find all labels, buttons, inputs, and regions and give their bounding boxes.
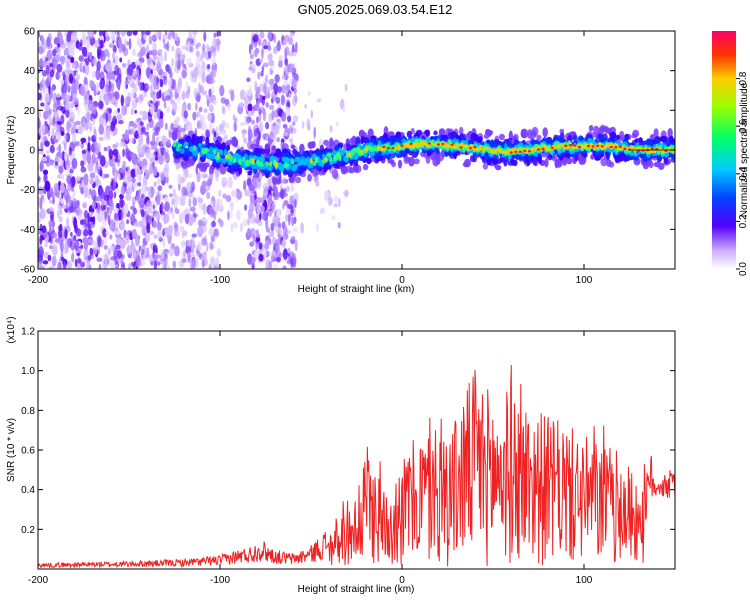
spectrogram-ticks: -200 -100 0 100 60 40 20 0 -20 -40 -60 <box>21 27 675 286</box>
spectrogram-y-tick-label: -60 <box>21 265 36 276</box>
snr-ticks: -200 -100 0 100 0.2 0.4 0.6 0.8 1.0 1.2 <box>21 327 675 586</box>
colorbar-label: Normalized spectral amplitude <box>739 82 750 217</box>
snr-series-line <box>38 364 675 569</box>
spectrogram-y-tick-label: 0 <box>29 146 35 157</box>
spectrogram-heatmap <box>38 31 675 269</box>
snr-y-tick-label: 1.2 <box>21 327 35 338</box>
snr-y-tick-label: 0.8 <box>21 406 35 417</box>
colorbar-tick-label: 0.2 <box>738 214 749 228</box>
colorbar-tick-label: 0.8 <box>738 71 749 85</box>
snr-y-tick-label: 1.0 <box>21 366 35 377</box>
snr-x-tick-label: -100 <box>210 575 230 586</box>
snr-x-label: Height of straight line (km) <box>298 584 415 595</box>
spectrogram-y-tick-label: -20 <box>21 185 36 196</box>
snr-x-tick-label: 0 <box>399 575 405 586</box>
snr-x-tick-label: -200 <box>28 575 48 586</box>
chart-title: GN05.2025.069.03.54.E12 <box>297 2 453 17</box>
snr-y-scale-label: (x10⁴) <box>6 316 17 343</box>
snr-y-label: SNR (10 * v/v) <box>6 418 17 482</box>
spectrogram-y-tick-label: 40 <box>24 66 36 77</box>
spectrogram-x-tick-label: 0 <box>399 275 405 286</box>
spectrogram-x-tick-label: 100 <box>576 275 593 286</box>
spectrogram-y-tick-label: -40 <box>21 225 36 236</box>
spectrogram-panel: -200 -100 0 100 60 40 20 0 -20 -40 -60 Height of s… <box>6 27 676 295</box>
snr-y-tick-label: 0.6 <box>21 446 35 457</box>
snr-y-tick-label: 0.4 <box>21 485 35 496</box>
colorbar-tick-label: 0.4 <box>738 166 749 180</box>
colorbar-gradient <box>712 31 736 269</box>
colorbar-ticks: 0.0 0.2 0.4 0.6 0.8 <box>736 71 749 276</box>
spectrogram-y-tick-label: 20 <box>24 106 36 117</box>
colorbar-tick-label: 0.0 <box>738 262 749 276</box>
snr-y-tick-label: 0.2 <box>21 525 35 536</box>
spectrogram-y-label: Frequency (Hz) <box>6 116 17 185</box>
spectrogram-x-label: Height of straight line (km) <box>298 284 415 295</box>
spectrogram-x-tick-label: -200 <box>28 275 48 286</box>
spectrogram-y-tick-label: 60 <box>24 27 36 38</box>
snr-panel: -200 -100 0 100 0.2 0.4 0.6 0.8 1.0 1.2 Height of… <box>6 316 676 595</box>
colorbar: 0.0 0.2 0.4 0.6 0.8 Normalized spectral ampl… <box>712 31 750 276</box>
spectrogram-x-tick-label: -100 <box>210 275 230 286</box>
snr-x-tick-label: 100 <box>576 575 593 586</box>
colorbar-tick-label: 0.6 <box>738 119 749 133</box>
